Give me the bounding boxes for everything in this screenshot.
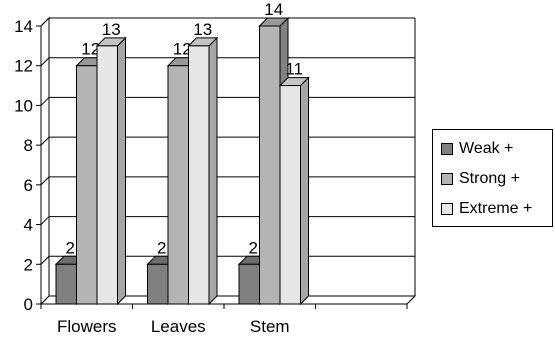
gridline-side — [40, 136, 50, 146]
bar — [147, 263, 169, 305]
data-label: 13 — [193, 20, 212, 39]
data-label: 2 — [66, 238, 75, 257]
bar — [96, 45, 118, 305]
bar — [259, 25, 281, 305]
y-tick-label: 2 — [24, 255, 33, 274]
x-tick-label: Stem — [250, 317, 290, 336]
data-label: 2 — [249, 238, 258, 257]
y-tick-label: 12 — [14, 57, 33, 76]
gridline-side — [40, 255, 50, 265]
y-tick-label: 0 — [24, 295, 33, 314]
side-wall — [40, 16, 50, 306]
data-label: 2 — [157, 238, 166, 257]
bar — [55, 263, 77, 305]
gridline-side — [40, 97, 50, 106]
legend-item-strong: Strong + — [441, 168, 520, 190]
gridline-side — [40, 176, 50, 186]
legend-label-strong: Strong + — [459, 170, 520, 187]
bar-side — [208, 36, 218, 306]
legend-swatch-strong — [441, 173, 453, 185]
legend-swatch-weak — [441, 143, 453, 155]
data-label: 11 — [285, 60, 303, 79]
bar-side — [300, 76, 309, 306]
y-tick-label: 8 — [24, 136, 33, 155]
data-label: 14 — [264, 0, 283, 19]
x-tick-label: Leaves — [151, 317, 206, 336]
back-wall — [49, 18, 415, 296]
bar — [279, 85, 301, 305]
bar — [167, 65, 189, 305]
bar — [188, 45, 210, 305]
gridline-side — [40, 57, 50, 67]
data-label: 12 — [173, 40, 192, 59]
legend-swatch-extreme — [441, 203, 453, 215]
gridline-side — [40, 17, 50, 27]
y-tick-label: 6 — [24, 176, 33, 195]
bar — [238, 263, 260, 305]
legend: Weak + Strong + Extreme + — [432, 129, 553, 227]
legend-item-weak: Weak + — [441, 138, 513, 160]
y-tick-label: 14 — [14, 17, 33, 36]
y-tick-label: 4 — [24, 216, 33, 235]
y-tick-label: 10 — [14, 96, 33, 115]
data-label: 13 — [102, 20, 121, 39]
bar — [76, 65, 98, 305]
gridline-side — [40, 216, 50, 225]
legend-item-extreme: Extreme + — [441, 198, 532, 220]
bar-side — [117, 36, 126, 306]
legend-label-extreme: Extreme + — [459, 200, 533, 217]
data-label: 12 — [81, 40, 100, 59]
legend-label-weak: Weak + — [459, 140, 514, 157]
x-tick-label: Flowers — [57, 317, 117, 336]
